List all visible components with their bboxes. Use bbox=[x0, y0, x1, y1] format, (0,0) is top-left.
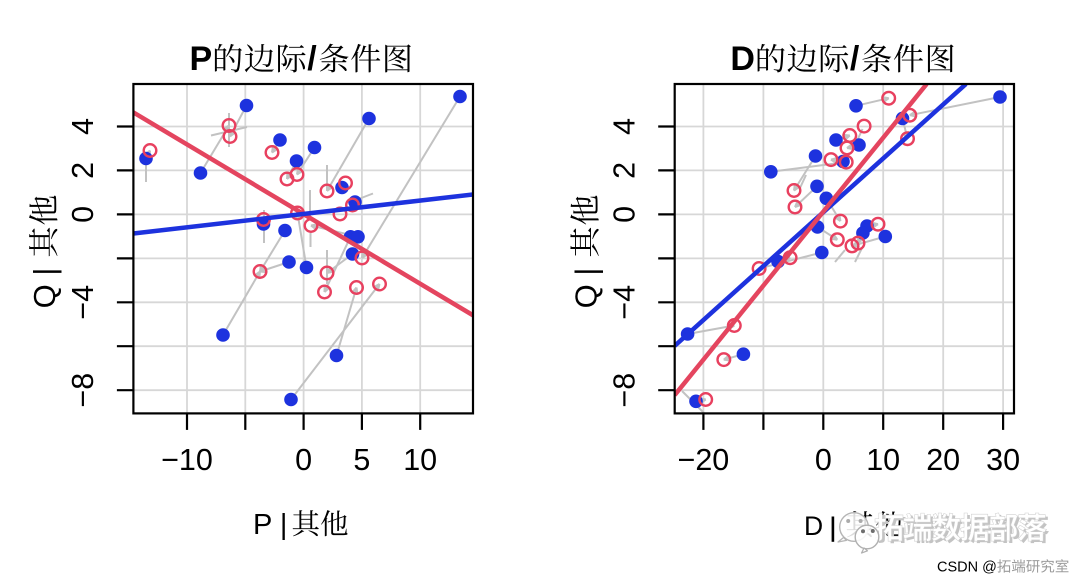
svg-text:2: 2 bbox=[66, 162, 100, 179]
svg-text:−4: −4 bbox=[66, 285, 100, 320]
svg-text:−8: −8 bbox=[66, 373, 100, 408]
svg-text:−10: −10 bbox=[161, 443, 213, 477]
svg-text:0: 0 bbox=[66, 206, 100, 223]
svg-text:30: 30 bbox=[986, 443, 1020, 477]
svg-text:D: D bbox=[730, 40, 755, 78]
svg-text:Q |: Q | bbox=[27, 268, 62, 309]
svg-text:/: / bbox=[850, 40, 860, 78]
svg-text:0: 0 bbox=[607, 206, 641, 223]
svg-text:4: 4 bbox=[607, 118, 641, 135]
svg-text:0: 0 bbox=[815, 443, 832, 477]
svg-text:10: 10 bbox=[403, 443, 437, 477]
svg-text:10: 10 bbox=[866, 443, 900, 477]
svg-text:5: 5 bbox=[353, 443, 370, 477]
svg-text:−20: −20 bbox=[678, 443, 730, 477]
svg-text:CSDN @: CSDN @ bbox=[937, 560, 997, 576]
svg-text:0: 0 bbox=[295, 443, 312, 477]
svg-text:20: 20 bbox=[926, 443, 960, 477]
svg-text:D: D bbox=[804, 511, 823, 541]
svg-text:Q |: Q | bbox=[568, 268, 603, 309]
svg-text:4: 4 bbox=[66, 118, 100, 135]
svg-text:/: / bbox=[307, 40, 317, 78]
svg-text:−8: −8 bbox=[607, 373, 641, 408]
svg-text:2: 2 bbox=[607, 162, 641, 179]
svg-text:−4: −4 bbox=[607, 285, 641, 320]
svg-text:P: P bbox=[190, 40, 213, 78]
svg-text:P |: P | bbox=[253, 509, 287, 541]
